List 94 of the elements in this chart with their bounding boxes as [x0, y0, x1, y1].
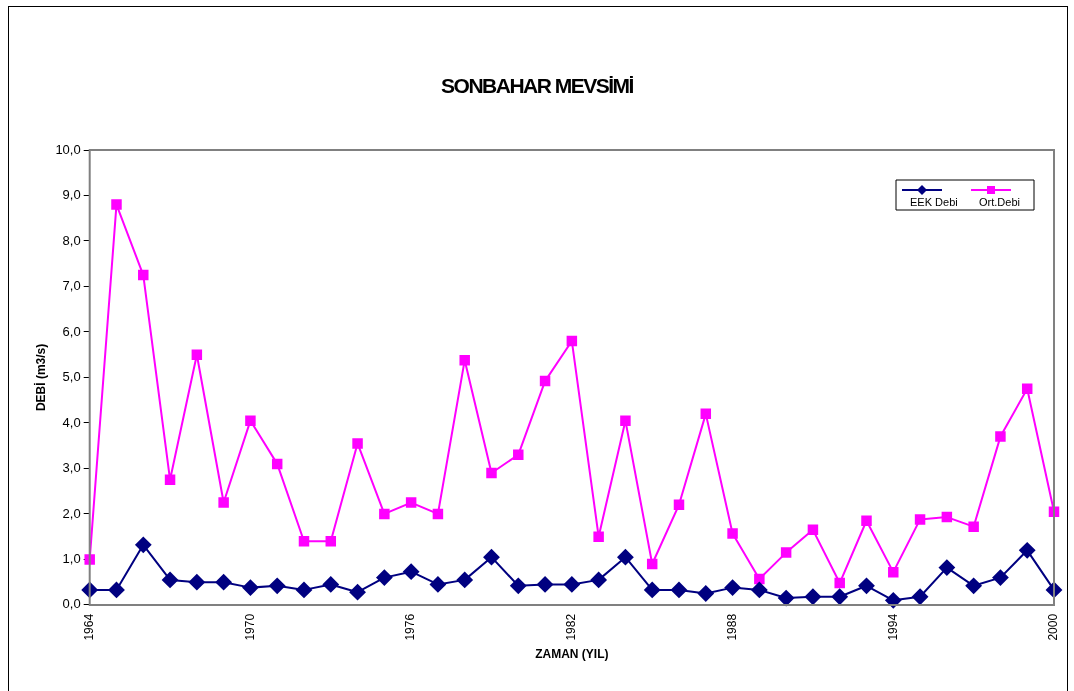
- point: [780, 547, 792, 558]
- point: [644, 581, 661, 598]
- point: [751, 581, 768, 598]
- y-tick-label: 10,0: [55, 141, 81, 157]
- y-tick-label: 0,0: [62, 596, 81, 612]
- point: [778, 590, 795, 607]
- point: [563, 576, 580, 593]
- point: [724, 579, 741, 596]
- point: [162, 571, 179, 588]
- y-tick-label: 3,0: [62, 460, 81, 476]
- y-tick-label: 2,0: [62, 505, 81, 521]
- point: [754, 573, 765, 585]
- x-axis-title: ZAMAN (YIL): [535, 647, 609, 662]
- point: [245, 415, 256, 426]
- point: [432, 508, 444, 520]
- x-tick-label: 2000: [1046, 613, 1061, 641]
- point: [108, 581, 125, 598]
- point: [914, 514, 926, 525]
- x-tick-label: 1976: [403, 613, 418, 641]
- point: [834, 577, 845, 589]
- point: [459, 354, 470, 366]
- point: [995, 431, 1006, 442]
- point: [537, 576, 554, 593]
- point: [191, 349, 203, 360]
- point: [965, 577, 982, 594]
- x-tick-label: 1982: [564, 613, 579, 641]
- y-tick-label: 9,0: [62, 187, 81, 203]
- y-tick-label: 8,0: [62, 232, 81, 248]
- point: [269, 577, 286, 594]
- y-tick-label: 5,0: [62, 369, 81, 385]
- point: [379, 508, 390, 520]
- point: [968, 521, 979, 532]
- y-tick-label: 6,0: [62, 323, 81, 339]
- point: [376, 569, 393, 586]
- legend-label: Ort.Debi: [979, 196, 1020, 208]
- point: [429, 576, 446, 593]
- point: [617, 549, 634, 566]
- point: [456, 571, 473, 588]
- point: [673, 499, 685, 511]
- point: [858, 577, 875, 594]
- point: [352, 438, 363, 449]
- point: [349, 584, 366, 601]
- point: [513, 449, 524, 461]
- point: [992, 569, 1009, 586]
- point: [700, 408, 712, 420]
- point: [242, 579, 259, 596]
- point: [566, 335, 578, 347]
- point: [804, 588, 821, 605]
- point: [807, 524, 819, 536]
- point: [697, 585, 714, 602]
- point: [84, 554, 95, 565]
- x-tick-label: 1994: [885, 613, 900, 641]
- point: [1019, 542, 1036, 559]
- point: [483, 549, 500, 566]
- y-tick-label: 7,0: [62, 278, 81, 294]
- point: [271, 458, 283, 470]
- point: [322, 576, 339, 593]
- legend-label: EEK Debi: [910, 196, 958, 208]
- point: [671, 581, 687, 598]
- x-tick-label: 1970: [242, 613, 257, 641]
- point: [298, 535, 310, 547]
- chart-title: SONBAHAR MEVSİMİ: [440, 74, 634, 98]
- point: [295, 581, 312, 598]
- point: [403, 563, 420, 580]
- point: [405, 497, 417, 508]
- point: [888, 566, 899, 578]
- point: [111, 199, 122, 210]
- point: [188, 574, 205, 591]
- point: [620, 415, 631, 426]
- point: [218, 497, 229, 508]
- point: [861, 515, 872, 526]
- point: [510, 577, 527, 594]
- point: [1021, 383, 1033, 395]
- point: [727, 528, 738, 539]
- x-tick-label: 1988: [724, 613, 739, 641]
- x-tick-label: 1964: [82, 613, 97, 641]
- point: [135, 536, 152, 553]
- y-axis-title: DEBİ (m3/s): [32, 343, 48, 412]
- point: [486, 467, 497, 479]
- point: [539, 375, 551, 387]
- point: [938, 559, 955, 576]
- point: [646, 558, 658, 570]
- point: [590, 571, 607, 588]
- y-tick-label: 4,0: [62, 414, 81, 430]
- point: [885, 592, 902, 609]
- point: [164, 474, 176, 486]
- point: [593, 531, 604, 542]
- point: [941, 511, 953, 523]
- point: [831, 588, 848, 605]
- point: [912, 588, 929, 605]
- point: [325, 535, 337, 547]
- y-tick-label: 1,0: [62, 550, 81, 566]
- point: [215, 574, 232, 591]
- point: [138, 269, 149, 281]
